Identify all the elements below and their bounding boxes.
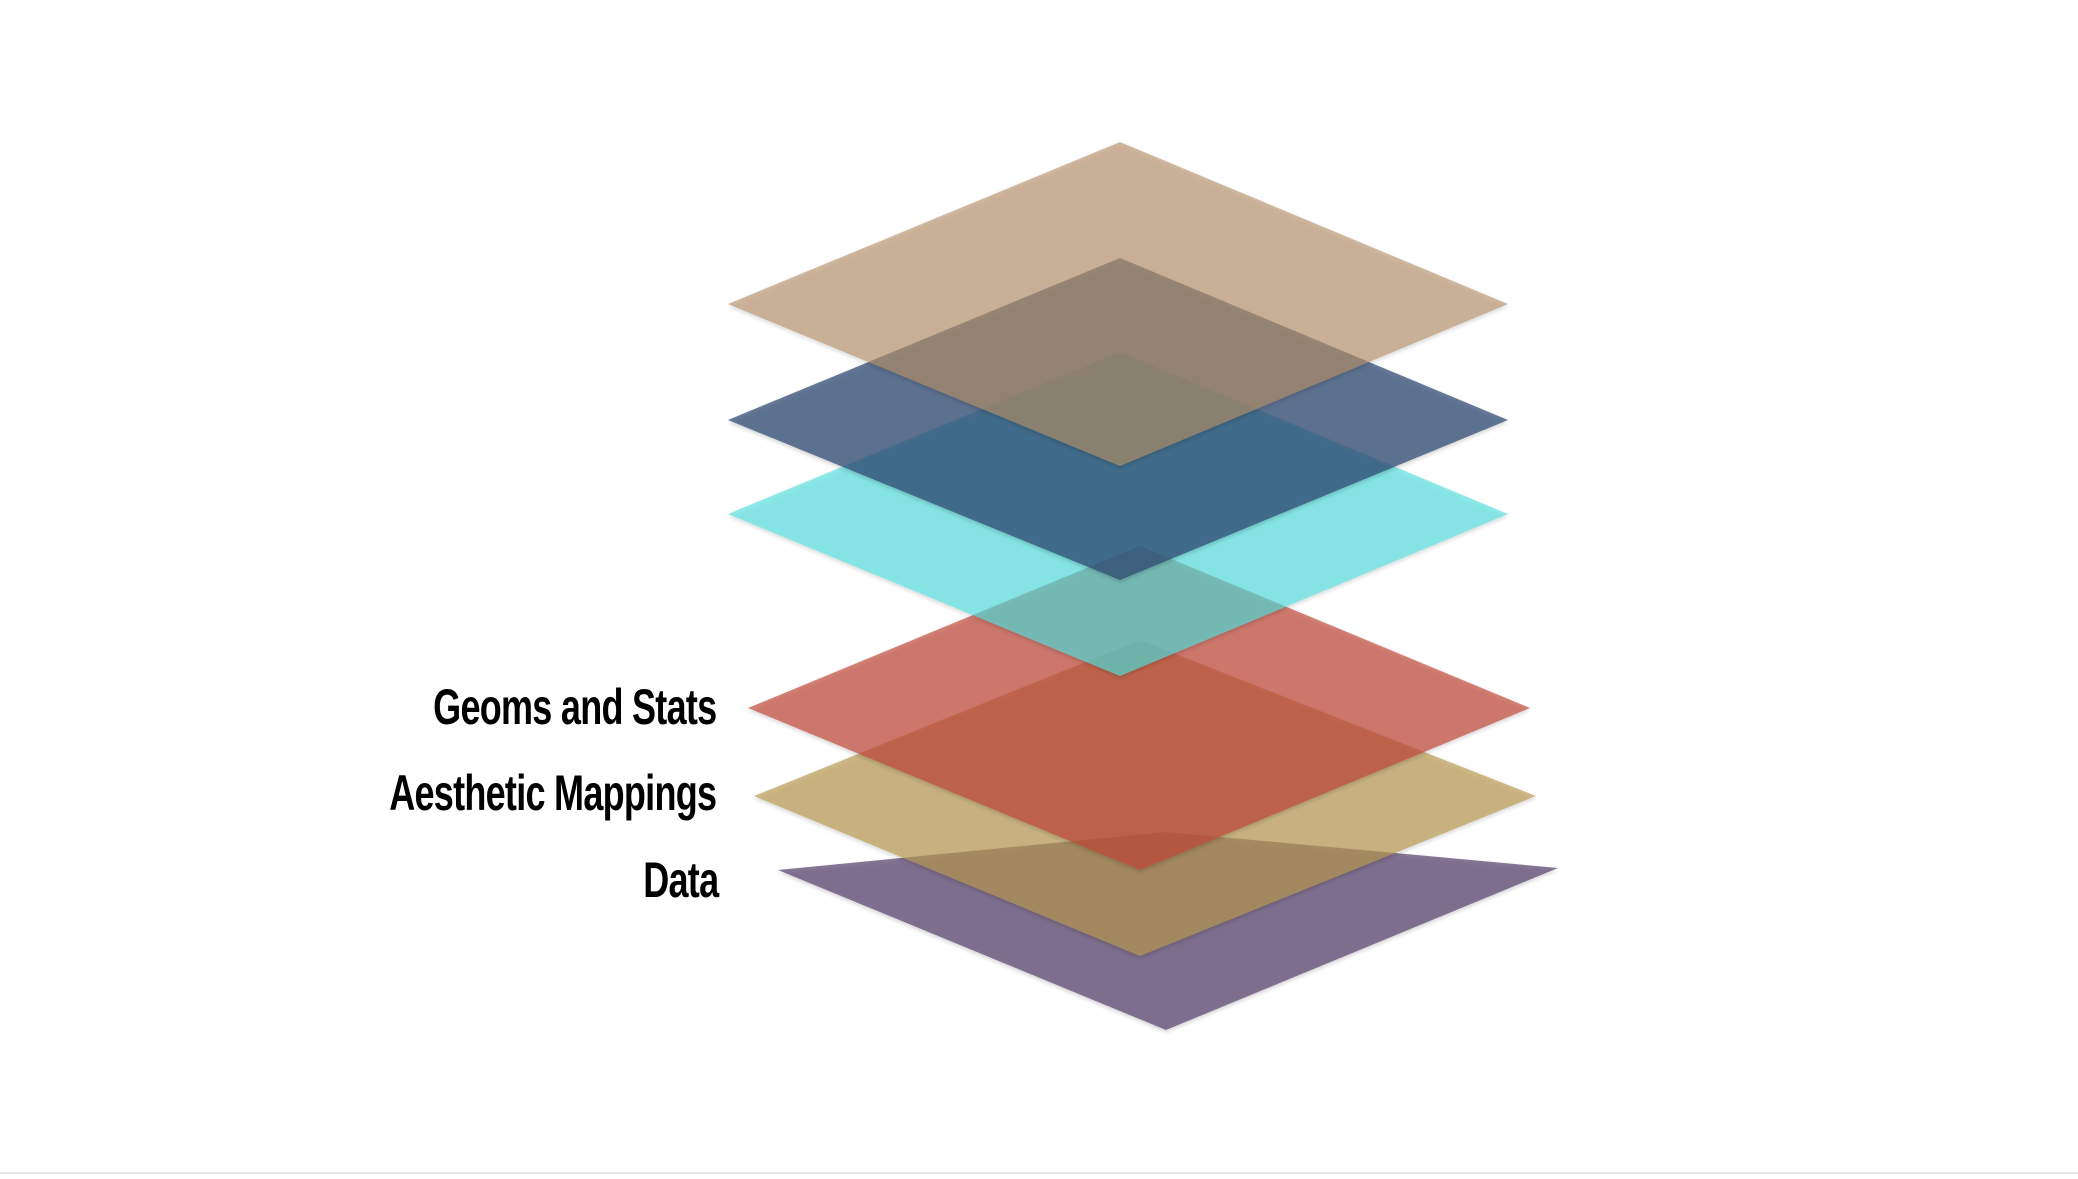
bottom-divider bbox=[0, 1172, 2078, 1174]
label-aesthetic-mappings: Aesthetic Mappings bbox=[388, 765, 717, 821]
label-geoms-and-stats: Geoms and Stats bbox=[432, 679, 717, 735]
label-data: Data bbox=[642, 852, 719, 908]
tan-layer bbox=[728, 142, 1508, 466]
geoms-and-stats-layer bbox=[748, 546, 1530, 870]
